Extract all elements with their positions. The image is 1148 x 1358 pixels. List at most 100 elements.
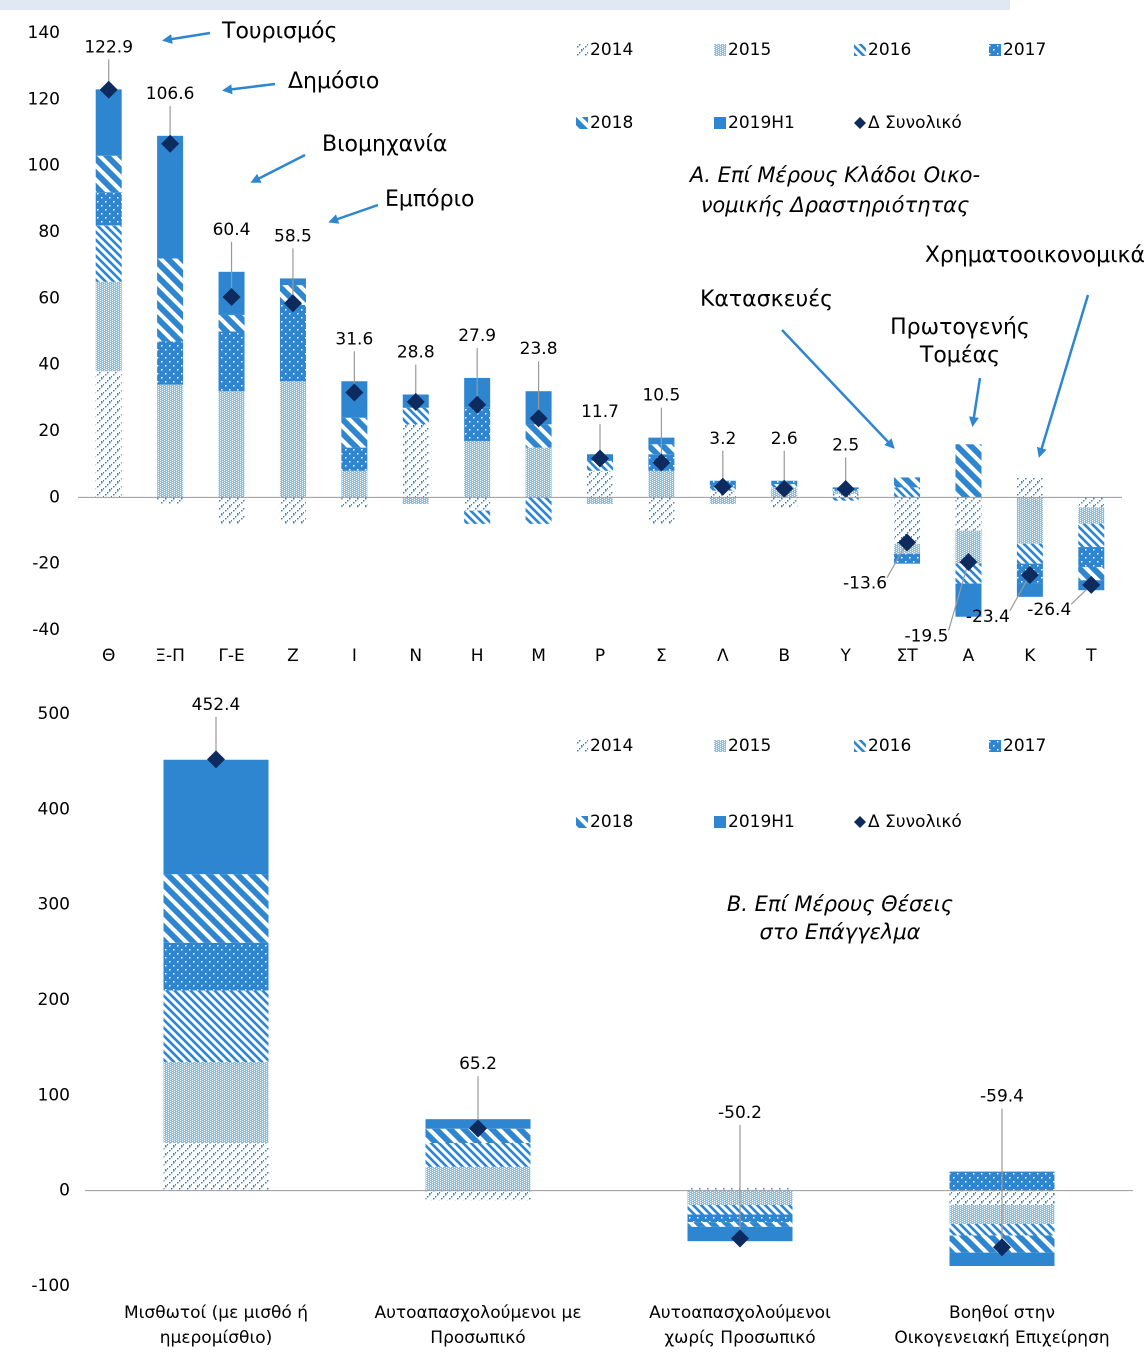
bar-segment — [1078, 507, 1105, 524]
legend-swatch — [714, 740, 726, 752]
annotation: Τουρισμός — [221, 19, 337, 44]
legend-label: 2019H1 — [728, 113, 795, 133]
total-label: 27.9 — [458, 326, 496, 346]
total-label: 58.5 — [274, 226, 312, 246]
legend-label: 2017 — [1003, 40, 1046, 60]
total-marker — [222, 288, 241, 307]
x-tick-label: Ν — [409, 646, 422, 666]
subtitle: Β. Επί Μέρους Θέσεις — [727, 892, 953, 916]
y-tick-label: 200 — [38, 990, 70, 1010]
bar-segment — [1078, 566, 1105, 581]
bar-segment — [955, 563, 982, 584]
y-tick-label: 300 — [38, 895, 70, 915]
annotation: Κατασκευές — [700, 287, 833, 312]
total-label: 122.9 — [84, 37, 133, 57]
bar-segment — [832, 497, 859, 501]
x-tick-label: Ξ-Π — [155, 646, 185, 666]
y-tick-label: 80 — [38, 222, 60, 242]
legend-label: 2017 — [1003, 736, 1046, 756]
bar-segment — [1078, 547, 1105, 567]
bar-segment — [771, 497, 798, 508]
x-tick-label: ΣΤ — [896, 646, 918, 666]
x-tick-label: χωρίς Προσωπικό — [664, 1328, 815, 1348]
total-marker — [1020, 565, 1039, 584]
annotations: Τουρισμός Δημόσιο Βιομηχανία Εμπόριο Κατ… — [162, 19, 1145, 944]
x-tick-label: Σ — [656, 646, 667, 666]
bar-segment — [218, 314, 245, 332]
y-tick-label: -40 — [32, 620, 60, 640]
total-label: -23.4 — [966, 607, 1010, 627]
subtitle: στο Επάγγελμα — [759, 920, 920, 944]
total-label: 23.8 — [520, 339, 558, 359]
annotation: Εμπόριο — [385, 187, 474, 212]
bar-segment — [279, 304, 306, 382]
y-tick-label: 0 — [59, 1181, 70, 1201]
legend-label: 2016 — [868, 40, 911, 60]
bar-segment — [709, 497, 736, 504]
y-tick-label: 0 — [49, 487, 60, 507]
bar-segment — [163, 1061, 269, 1143]
legend-swatch — [989, 740, 1001, 752]
bar-segment — [587, 497, 613, 504]
legend-label: 2019H1 — [728, 812, 795, 832]
bar-segment — [157, 258, 184, 342]
total-label: 3.2 — [709, 429, 736, 449]
total-marker — [775, 479, 794, 498]
bar-segment — [163, 1143, 269, 1191]
y-tick-label: 140 — [28, 23, 60, 43]
x-tick-label: Τ — [1085, 646, 1097, 666]
y-tick-label: 100 — [28, 156, 60, 176]
total-marker — [836, 480, 855, 499]
bar-segment — [1078, 523, 1105, 548]
arrow — [968, 377, 982, 427]
bar-segment — [525, 424, 552, 448]
arrow — [1036, 294, 1090, 458]
legend-swatch — [854, 44, 866, 56]
x-tick-label: Υ — [839, 646, 851, 666]
total-marker — [959, 553, 978, 572]
bar-segment — [587, 470, 613, 498]
bar-segment — [218, 331, 245, 392]
bar-segment — [464, 497, 491, 511]
legend-swatch — [576, 117, 588, 129]
bar-segment — [402, 424, 429, 498]
total-label: 2.6 — [771, 429, 798, 449]
total-marker — [99, 80, 118, 99]
total-label: 11.7 — [581, 402, 619, 422]
y-tick-label: 20 — [38, 421, 60, 441]
legend-swatch — [576, 44, 588, 56]
bar-segment — [955, 444, 982, 498]
x-tick-label: Ρ — [595, 646, 605, 666]
x-tick-label: Ζ — [287, 646, 299, 666]
x-tick-label: Γ-Ε — [218, 646, 244, 666]
total-label: -19.5 — [904, 627, 948, 647]
annotation: Δημόσιο — [288, 69, 379, 94]
leader-line — [886, 542, 908, 578]
total-label: -13.6 — [843, 574, 887, 594]
legend-label: Δ Συνολικό — [868, 812, 962, 832]
y-tick-label: -100 — [31, 1276, 70, 1296]
legend-swatch — [714, 44, 726, 56]
bar-segment — [949, 1252, 1055, 1266]
y-tick-label: -20 — [32, 554, 60, 574]
bar-segment — [163, 990, 269, 1062]
x-tick-label: Θ — [102, 646, 115, 666]
bar-segment — [1016, 543, 1043, 564]
header-strip — [0, 0, 1010, 10]
bar-segment — [341, 417, 368, 448]
arrow — [162, 31, 211, 44]
total-marker — [161, 134, 180, 153]
legend-label: Δ Συνολικό — [868, 113, 962, 133]
leader-line — [1009, 574, 1031, 612]
legend-swatch — [576, 816, 588, 828]
y-tick-label: 500 — [38, 704, 70, 724]
total-marker — [713, 477, 732, 496]
bar-segment — [218, 391, 245, 498]
legend-swatch — [854, 117, 866, 129]
total-marker — [993, 1238, 1011, 1257]
total-marker — [652, 453, 671, 472]
bar-segment — [402, 497, 429, 504]
total-label: -50.2 — [718, 1103, 762, 1123]
legend-label: 2014 — [590, 40, 633, 60]
bar-segment — [95, 371, 122, 498]
